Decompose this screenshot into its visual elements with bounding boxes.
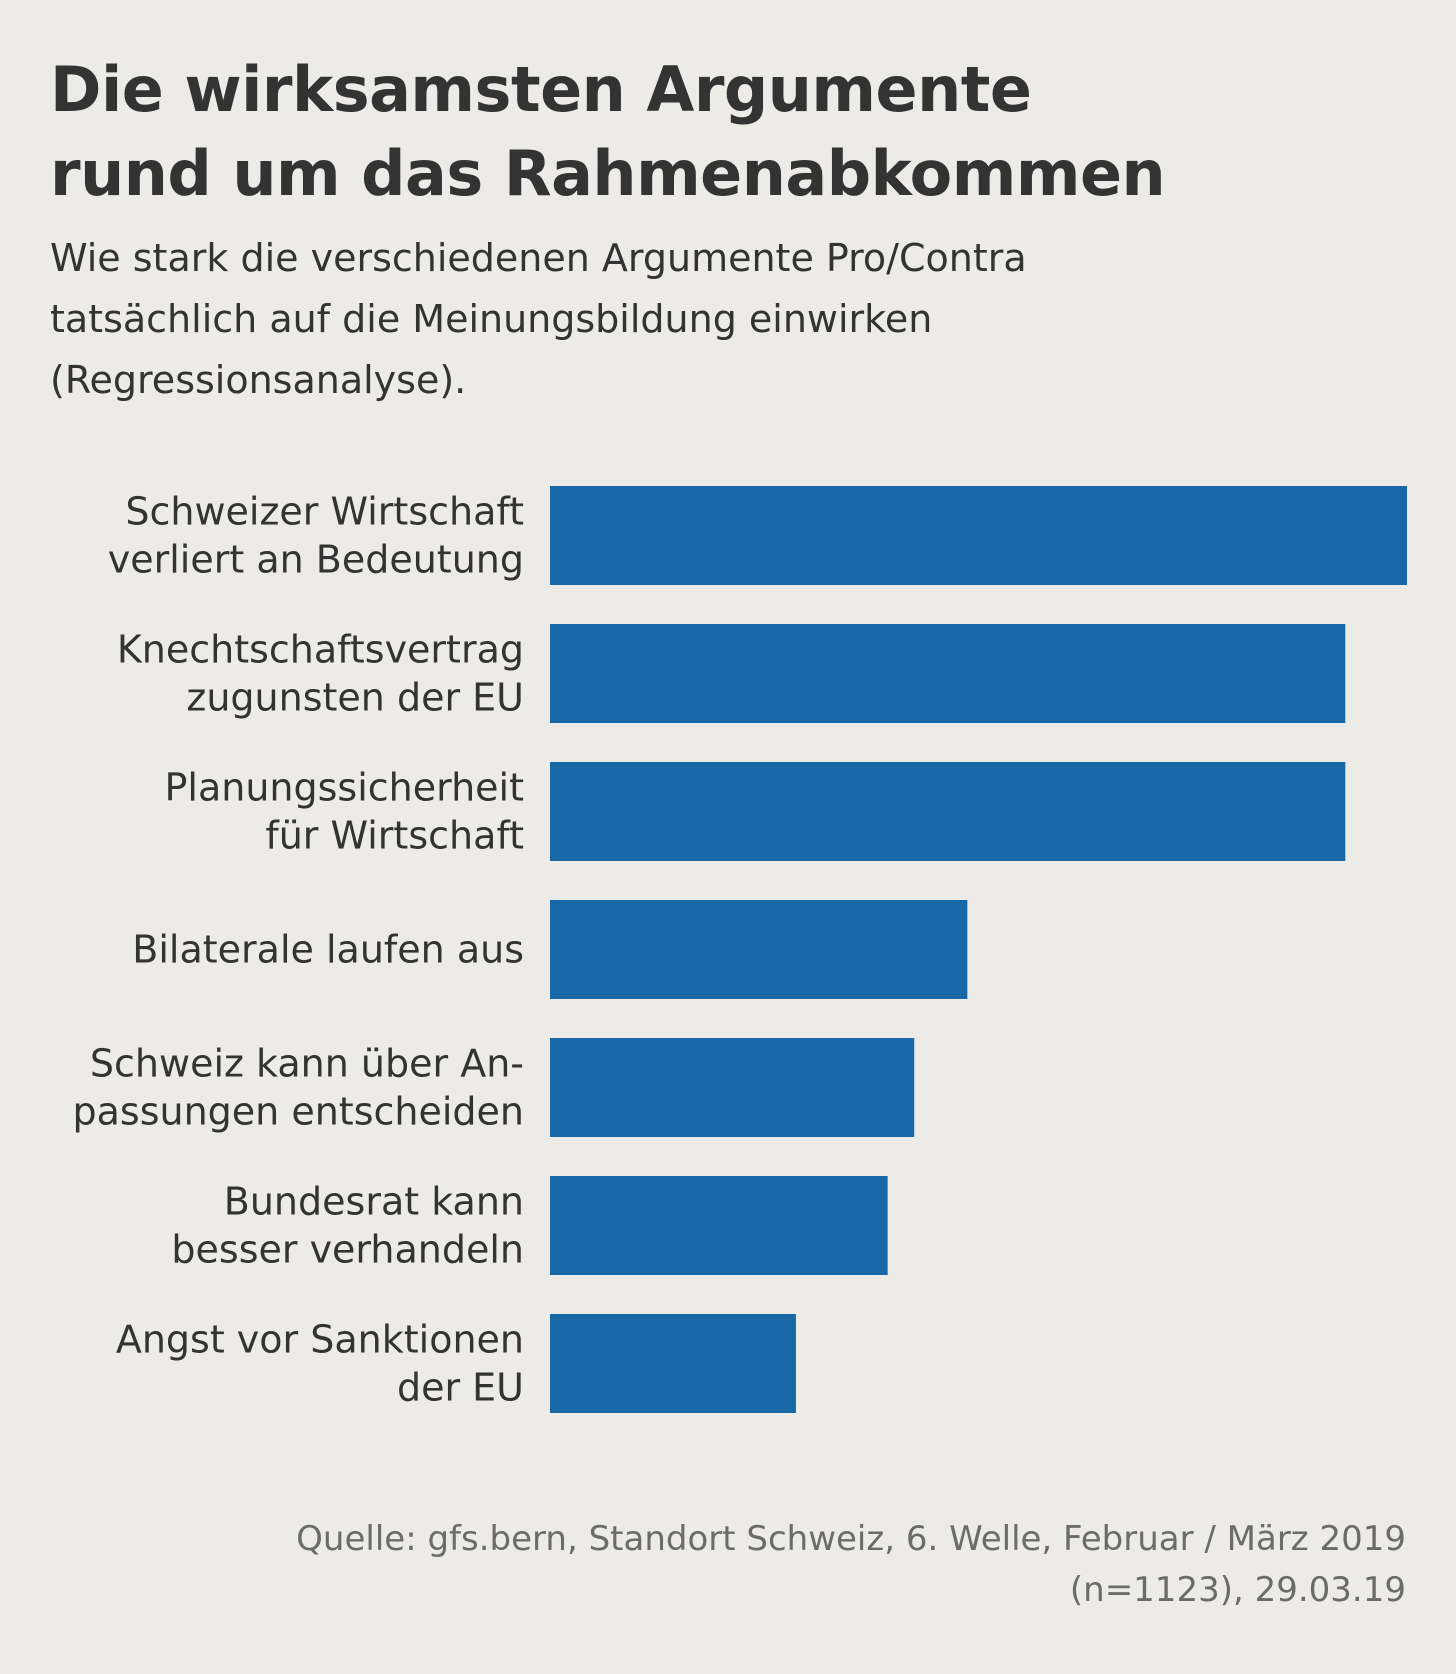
chart-subtitle-line: tatsächlich auf die Meinungsbildung einw…	[50, 297, 933, 341]
category-label-line: zugunsten der EU	[186, 676, 524, 720]
category-label: Schweizer Wirtschaft verliert an Bedeutun…	[108, 490, 524, 582]
chart-title-line: Die wirksamsten Argumente	[50, 53, 1032, 126]
chart-subtitle-line: Wie stark die verschiedenen Argumente Pr…	[50, 236, 1027, 280]
category-label-line: Planungssicherheit	[164, 766, 524, 810]
category-label: Bilaterale laufen aus	[132, 928, 524, 972]
chart-title-line: rund um das Rahmenabkommen	[50, 137, 1166, 210]
category-label: Bundesrat kann besser verhandeln	[171, 1180, 524, 1272]
chart-subtitle-line: (Regressionsanalyse).	[50, 358, 467, 402]
category-label-line: Knechtschaftsvertrag	[117, 628, 524, 672]
bar	[550, 486, 1407, 585]
category-label: Schweiz kann über An-passungen entscheid…	[73, 1042, 525, 1134]
category-label-line: Bilaterale laufen aus	[132, 928, 524, 972]
chart-subtitle: Wie stark die verschiedenen Argumente Pr…	[50, 228, 1350, 411]
category-label-line: Bundesrat kann	[224, 1180, 524, 1224]
category-label-line: Angst vor Sanktionen	[116, 1318, 524, 1362]
bar-chart: Schweizer Wirtschaft verliert an Bedeutun…	[73, 486, 1407, 1413]
source-line: Quelle: gfs.bern, Standort Schweiz, 6. W…	[296, 1519, 1406, 1559]
chart-title: Die wirksamsten Argumente rund um das Ra…	[50, 48, 1350, 216]
bar	[550, 762, 1346, 861]
category-label-line: für Wirtschaft	[265, 814, 524, 858]
category-label-line: passungen entscheiden	[73, 1090, 525, 1134]
category-label: Knechtschaftsvertrag zugunsten der EU	[117, 628, 524, 720]
bar	[550, 624, 1346, 723]
category-label-line: besser verhandeln	[171, 1228, 524, 1272]
bar	[550, 1038, 915, 1137]
category-label-line: der EU	[397, 1366, 524, 1410]
category-label-line: Schweizer Wirtschaft	[125, 490, 524, 534]
source-line: (n=1123), 29.03.19	[1069, 1570, 1406, 1610]
category-label-line: verliert an Bedeutung	[108, 538, 524, 582]
bar	[550, 1314, 796, 1413]
source-note: Quelle: gfs.bern, Standort Schweiz, 6. W…	[296, 1514, 1406, 1616]
bar	[550, 1176, 888, 1275]
bar	[550, 900, 968, 999]
category-label: Angst vor Sanktionen der EU	[116, 1318, 524, 1410]
category-label-line: Schweiz kann über An-	[90, 1042, 524, 1086]
category-label: Planungssicherheit für Wirtschaft	[164, 766, 524, 858]
